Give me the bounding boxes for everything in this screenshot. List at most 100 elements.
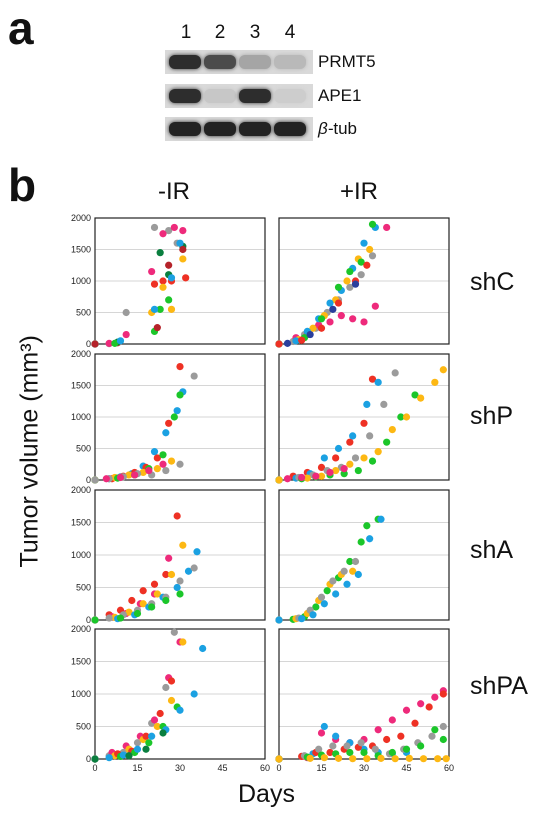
row-label-shc: shC [470,268,515,296]
data-point [402,413,411,421]
data-point [337,312,345,320]
y-tick-label: 1000 [71,412,91,422]
data-point [145,466,153,475]
data-point [417,700,425,708]
data-point [334,444,343,453]
x-tick-label: 60 [444,763,454,773]
data-point [167,696,176,705]
data-point [391,369,399,377]
data-point [148,732,156,740]
data-point [312,472,320,480]
data-point [368,457,377,465]
row-label-shpa: shPA [470,672,528,700]
data-point [153,465,161,473]
y-tick-label: 500 [76,583,91,593]
data-point [402,745,411,753]
blot-band [239,55,271,69]
blot-band [204,55,236,69]
data-point [388,748,396,757]
y-tick-label: 1500 [71,245,91,255]
data-point [133,745,142,753]
data-point [167,457,176,465]
data-point [334,299,343,307]
data-point [150,305,159,313]
data-point [428,732,436,740]
data-point [91,616,99,624]
data-point [366,245,374,254]
data-point [179,541,187,549]
data-point [190,564,198,572]
y-tick-label: 500 [76,308,91,318]
data-point [431,378,439,386]
panel-a-letter: a [8,2,34,54]
data-point [411,391,419,399]
blot-band [274,55,306,69]
lane-number-4: 4 [284,22,296,43]
blot-band [274,122,306,136]
data-point [119,751,127,759]
data-point [346,283,354,291]
data-point [439,722,447,731]
data-point [298,336,306,344]
blot-strip-prmt5 [165,50,313,74]
plot-frame [278,353,450,481]
data-point [354,466,362,475]
data-point [351,557,360,566]
data-point [116,614,125,622]
data-point [346,267,354,276]
data-point [317,324,326,332]
data-point [317,472,326,480]
data-point [439,690,447,698]
data-point [156,305,164,313]
data-point [133,609,142,618]
data-point [173,583,181,592]
data-point [332,590,340,598]
y-tick-label: 0 [86,754,91,764]
blot-band [239,122,271,136]
data-point [156,709,164,718]
data-point [139,468,147,477]
data-point [332,466,340,475]
data-point [391,755,399,763]
data-point [176,577,184,585]
data-point [349,755,357,763]
data-point [159,230,167,238]
data-point [162,596,170,605]
data-point [105,614,113,622]
column-label-minus-ir: -IR [158,178,190,205]
data-point [388,716,396,724]
data-point [354,570,362,579]
data-point [145,739,153,747]
y-tick-label: 1500 [71,518,91,528]
blot-band [169,122,201,136]
data-point [368,252,377,260]
data-point [320,754,328,762]
data-point [368,220,377,228]
data-point [153,324,161,332]
data-point [199,644,207,653]
data-point [349,567,357,575]
data-point [374,448,382,456]
data-point [190,690,198,698]
data-point [159,283,167,291]
data-point [380,400,388,408]
y-tick-label: 1000 [71,689,91,699]
data-point [303,474,311,482]
data-point [317,463,326,471]
data-point [179,255,187,263]
data-point [159,277,167,285]
data-point [292,337,300,345]
data-point [283,475,292,483]
data-point [150,280,159,288]
data-point [357,538,365,546]
data-point [323,587,331,595]
data-point [184,567,193,575]
data-point [122,308,130,317]
y-tick-label: 2000 [71,624,91,634]
data-point [357,271,365,279]
data-point [363,400,371,408]
data-point [298,473,306,482]
data-point [402,706,411,714]
data-point [167,570,176,579]
x-tick-label: 15 [132,763,142,773]
